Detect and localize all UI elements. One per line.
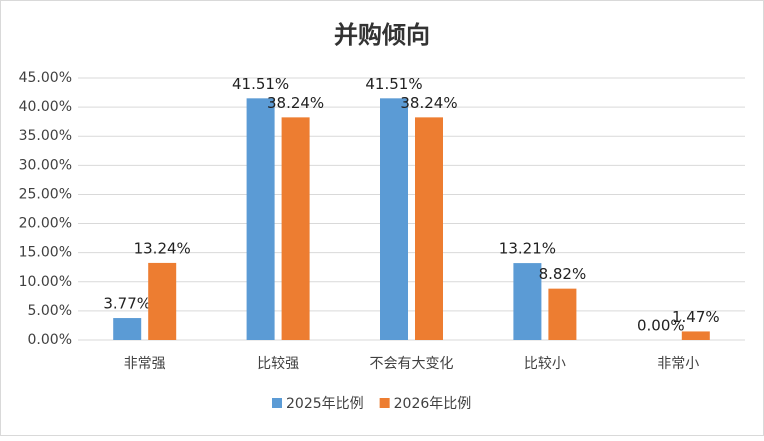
bar — [281, 117, 310, 341]
y-tick-label: 5.00% — [28, 303, 72, 319]
legend-swatch — [272, 398, 282, 408]
y-tick-label: 40.00% — [19, 99, 72, 115]
y-tick-label: 45.00% — [19, 70, 72, 86]
value-label: 0.00% — [637, 317, 685, 335]
bar — [113, 318, 142, 340]
bar — [380, 98, 408, 341]
y-tick-label: 30.00% — [19, 157, 72, 173]
y-tick-label: 35.00% — [19, 128, 72, 144]
x-tick-label: 不会有大变化 — [370, 356, 454, 372]
legend-label: 2026年比例 — [394, 396, 472, 412]
y-tick-label: 20.00% — [19, 216, 72, 232]
y-tick-label: 15.00% — [19, 245, 72, 261]
value-label: 38.24% — [400, 94, 457, 112]
bar — [148, 262, 177, 340]
x-tick-label: 比较小 — [524, 356, 566, 372]
y-tick-label: 0.00% — [28, 332, 72, 348]
value-label: 1.47% — [672, 308, 720, 326]
bar — [415, 117, 443, 341]
x-tick-label: 非常小 — [657, 356, 699, 372]
value-label: 3.77% — [103, 295, 151, 313]
bar — [513, 263, 542, 340]
bar — [548, 288, 577, 340]
value-label: 38.24% — [267, 94, 324, 112]
x-tick-label: 比较强 — [257, 356, 299, 372]
value-label: 13.21% — [499, 240, 556, 258]
value-label: 41.51% — [365, 75, 422, 93]
bar — [681, 331, 710, 340]
legend-swatch — [379, 398, 390, 408]
value-label: 41.51% — [232, 75, 289, 93]
value-label: 13.24% — [134, 239, 191, 257]
x-tick-label: 非常强 — [124, 356, 166, 372]
bar — [246, 98, 275, 341]
y-tick-label: 10.00% — [19, 274, 72, 290]
chart-title: 并购倾向 — [334, 21, 430, 49]
legend-label: 2025年比例 — [286, 396, 364, 412]
y-tick-label: 25.00% — [19, 186, 72, 202]
value-label: 8.82% — [539, 265, 587, 283]
